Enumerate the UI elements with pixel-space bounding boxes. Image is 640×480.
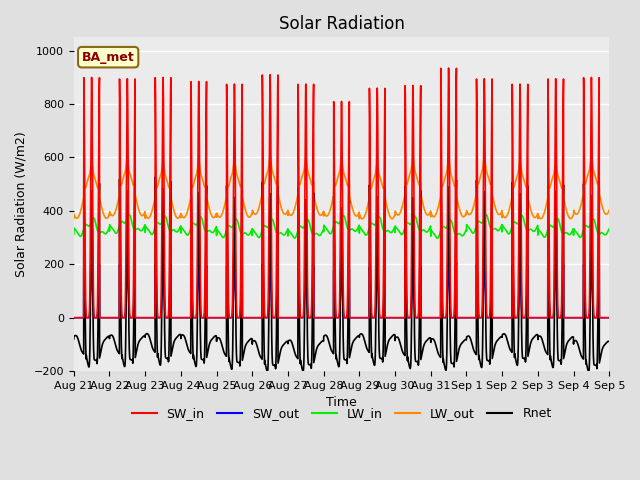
LW_in (605, 227, 612, 233)
Rnet (264, 369, 271, 375)
SW_in (605, 315, 613, 321)
Rnet (166, 256, 174, 262)
SW_out (432, 315, 440, 321)
SW_out (492, 315, 500, 321)
LW_in (321, 224, 329, 230)
SW_in (70, 315, 77, 321)
SW_in (445, 65, 452, 71)
Rnet (437, 173, 445, 179)
LW_out (356, 216, 364, 222)
LW_in (70, 231, 77, 237)
SW_in (166, 176, 174, 181)
X-axis label: Time: Time (326, 396, 357, 409)
SW_in (321, 315, 329, 321)
Rnet (605, 338, 612, 344)
Line: LW_in: LW_in (74, 215, 609, 238)
LW_out (605, 209, 612, 215)
SW_out (166, 284, 174, 290)
Rnet (605, 339, 613, 345)
Line: SW_out: SW_out (74, 263, 609, 318)
Rnet (492, 340, 500, 346)
LW_out (70, 216, 77, 221)
Rnet (461, 337, 469, 343)
SW_in (492, 315, 500, 321)
Legend: SW_in, SW_out, LW_in, LW_out, Rnet: SW_in, SW_out, LW_in, LW_out, Rnet (127, 402, 557, 425)
Rnet (70, 336, 77, 342)
LW_out (321, 212, 329, 218)
SW_in (461, 315, 469, 321)
LW_in (434, 235, 442, 241)
SW_out (70, 315, 77, 321)
SW_out (445, 260, 452, 265)
LW_in (432, 233, 440, 239)
LW_in (605, 226, 613, 232)
LW_out (461, 212, 469, 218)
LW_in (461, 229, 469, 235)
Line: SW_in: SW_in (74, 68, 609, 318)
LW_out (432, 212, 440, 217)
LW_in (492, 226, 500, 232)
LW_out (166, 183, 174, 189)
SW_out (461, 315, 469, 321)
Rnet (321, 332, 329, 338)
LW_out (492, 206, 500, 212)
Line: LW_out: LW_out (74, 157, 609, 219)
SW_out (605, 315, 613, 321)
Text: BA_met: BA_met (82, 51, 134, 64)
LW_in (166, 228, 174, 234)
SW_out (321, 315, 329, 321)
SW_out (605, 315, 612, 321)
LW_out (605, 207, 613, 213)
LW_out (266, 154, 274, 160)
Title: Solar Radiation: Solar Radiation (278, 15, 404, 33)
SW_in (432, 315, 440, 321)
Y-axis label: Solar Radiation (W/m2): Solar Radiation (W/m2) (15, 132, 28, 277)
Rnet (432, 342, 440, 348)
LW_in (482, 212, 490, 217)
Line: Rnet: Rnet (74, 176, 609, 372)
SW_in (605, 315, 612, 321)
